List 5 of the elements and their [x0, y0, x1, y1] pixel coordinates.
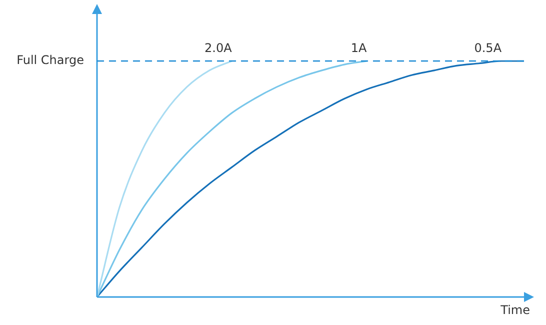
series-label: 2.0A — [204, 41, 233, 56]
ref-line-label: Full Charge — [16, 53, 84, 68]
series-label: 1A — [350, 41, 368, 56]
series-label: 0.5A — [474, 41, 502, 56]
x-axis-title: Time — [500, 303, 530, 318]
